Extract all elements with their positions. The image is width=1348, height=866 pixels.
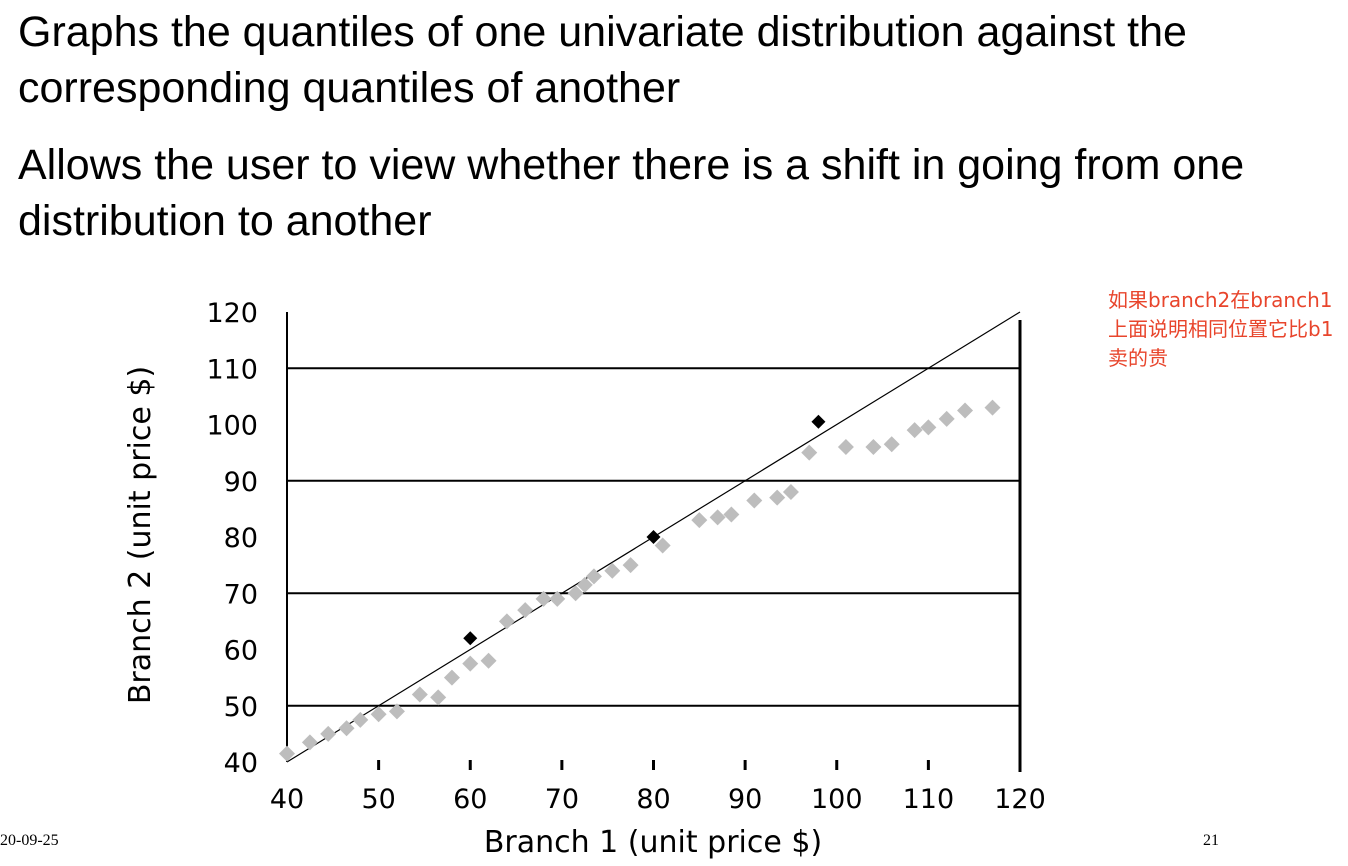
- y-tick-label-80: 80: [224, 523, 258, 554]
- quantile-point-12: [498, 613, 515, 630]
- annotation-note: 如果branch2在branch1上面说明相同位置它比b1卖的贵: [1108, 288, 1334, 370]
- quantile-point-20: [622, 557, 639, 574]
- quantile-point-36: [984, 399, 1001, 416]
- highlight-point-0: [463, 631, 478, 646]
- y-tick-label-40: 40: [224, 748, 258, 779]
- x-tick-label-70: 70: [545, 784, 579, 815]
- quantile-point-4: [352, 711, 369, 728]
- highlight-point-2: [811, 414, 826, 429]
- x-tick-label-90: 90: [728, 784, 762, 815]
- quantile-point-3: [338, 720, 355, 737]
- quantile-point-15: [549, 590, 566, 607]
- quantile-point-24: [723, 506, 740, 523]
- quantile-point-35: [957, 402, 974, 419]
- y-tick-label-60: 60: [224, 636, 258, 667]
- quantile-point-21: [654, 537, 671, 554]
- y-tick-label-70: 70: [224, 579, 258, 610]
- quantile-point-28: [801, 444, 818, 461]
- highlight-point-1: [646, 530, 661, 544]
- bullet-shift: Allows the user to view whether there is…: [18, 141, 1245, 245]
- x-tick-label-80: 80: [636, 784, 670, 815]
- quantile-point-17: [576, 576, 593, 593]
- y-axis-title: Branch 2 (unit price $): [123, 366, 158, 704]
- quantile-point-32: [906, 422, 923, 439]
- quantile-point-30: [865, 439, 882, 455]
- x-tick-label-110: 110: [903, 784, 955, 815]
- footer-date: 20-09-25: [0, 832, 59, 849]
- quantile-point-2: [320, 725, 337, 742]
- x-tick-label-50: 50: [361, 784, 395, 815]
- grid-lines: [287, 367, 1020, 707]
- quantile-point-34: [938, 410, 955, 427]
- quantile-point-1: [301, 734, 318, 751]
- quantile-point-31: [883, 436, 900, 453]
- quantile-point-14: [535, 590, 552, 607]
- x-tick-label-40: 40: [270, 784, 304, 815]
- x-tick-label-100: 100: [811, 784, 863, 815]
- y-tick-label-50: 50: [224, 692, 258, 723]
- axes: [286, 312, 1022, 772]
- quantile-point-8: [430, 689, 447, 706]
- quantile-point-18: [585, 568, 602, 585]
- x-tick-label-60: 60: [453, 784, 487, 815]
- quantile-point-26: [769, 489, 786, 506]
- quantile-point-23: [709, 509, 726, 526]
- quantile-point-27: [782, 484, 799, 500]
- quantile-point-5: [370, 706, 387, 723]
- y-tick-label-100: 100: [206, 411, 258, 442]
- x-tick-label-120: 120: [994, 784, 1046, 815]
- page-number: 21: [1203, 832, 1219, 849]
- quantile-point-29: [837, 439, 854, 455]
- quantile-point-33: [920, 419, 937, 436]
- data-points: [279, 399, 1001, 762]
- y-tick-label-90: 90: [224, 467, 258, 498]
- quantile-point-7: [411, 686, 428, 703]
- quantile-point-11: [480, 652, 497, 669]
- quantile-point-25: [746, 492, 763, 509]
- quantile-point-19: [604, 562, 621, 579]
- bullet-quantiles: Graphs the quantiles of one univariate d…: [18, 8, 1187, 112]
- quantile-point-0: [279, 745, 295, 762]
- y-tick-label-120: 120: [206, 298, 258, 329]
- quantile-point-16: [567, 585, 584, 602]
- y-tick-label-110: 110: [206, 354, 258, 385]
- quantile-point-13: [517, 602, 534, 619]
- quantile-point-6: [388, 703, 405, 720]
- quantile-point-22: [691, 512, 708, 529]
- tick-labels: 40 50 60 70 80 90 100 110 120 40 50 60 70 80 90 100 110 1…: [206, 298, 1045, 815]
- x-axis-title: Branch 1 (unit price $): [484, 825, 822, 860]
- quantile-point-9: [443, 669, 460, 686]
- quantile-point-10: [462, 655, 479, 672]
